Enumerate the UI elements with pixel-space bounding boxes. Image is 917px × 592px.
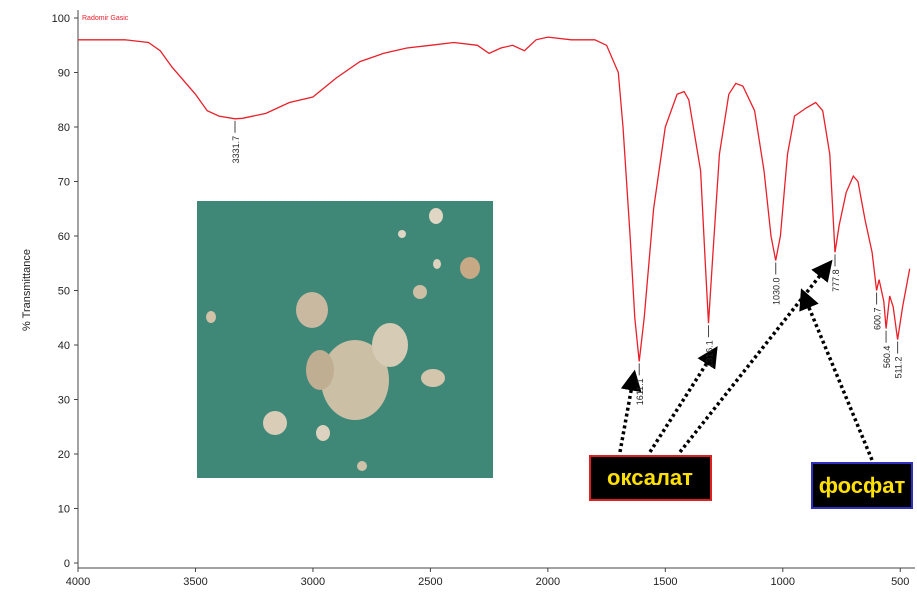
x-tick-label: 4000 (66, 576, 90, 588)
y-tick-label: 80 (58, 122, 70, 134)
y-tick-label: 30 (58, 395, 70, 407)
y-tick-label: 60 (58, 231, 70, 243)
x-tick-label: 1500 (653, 576, 677, 588)
y-tick-label: 10 (58, 504, 70, 516)
photo (197, 201, 493, 478)
peak-label: 1316.1 (705, 340, 715, 368)
y-tick-label: 40 (58, 340, 70, 352)
x-tick-label: 2000 (536, 576, 560, 588)
arrows (620, 268, 872, 460)
x-tick-label: 500 (891, 576, 909, 588)
peak-label: 560.4 (882, 346, 892, 369)
x-tick-label: 2500 (418, 576, 442, 588)
y-tick-label: 90 (58, 68, 70, 80)
y-tick-label: 0 (64, 558, 70, 570)
x-tick-label: 3500 (183, 576, 207, 588)
y-tick-label: 20 (58, 449, 70, 461)
peak-label: 1030.0 (772, 278, 782, 306)
y-axis-label: % Transmittance (21, 249, 33, 331)
chart: Radomir Gasic % Transmittance оксалат фо… (0, 0, 917, 592)
page: Radomir Gasic % Transmittance оксалат фо… (0, 0, 917, 592)
peak-label: 3331.7 (231, 136, 241, 164)
x-tick-label: 1000 (771, 576, 795, 588)
y-tick-label: 70 (58, 177, 70, 189)
peak-label: 600.7 (873, 308, 883, 331)
peak-label: 1611.1 (635, 378, 645, 405)
x-tick-label: 3000 (301, 576, 325, 588)
peak-label: 777.8 (831, 269, 841, 292)
peak-label: 511.2 (894, 357, 904, 379)
credit: Radomir Gasic (82, 15, 129, 22)
y-tick-label: 50 (58, 286, 70, 298)
annotation: фосфат (819, 473, 906, 498)
annotation: оксалат (607, 465, 693, 490)
y-tick-label: 100 (52, 13, 70, 25)
